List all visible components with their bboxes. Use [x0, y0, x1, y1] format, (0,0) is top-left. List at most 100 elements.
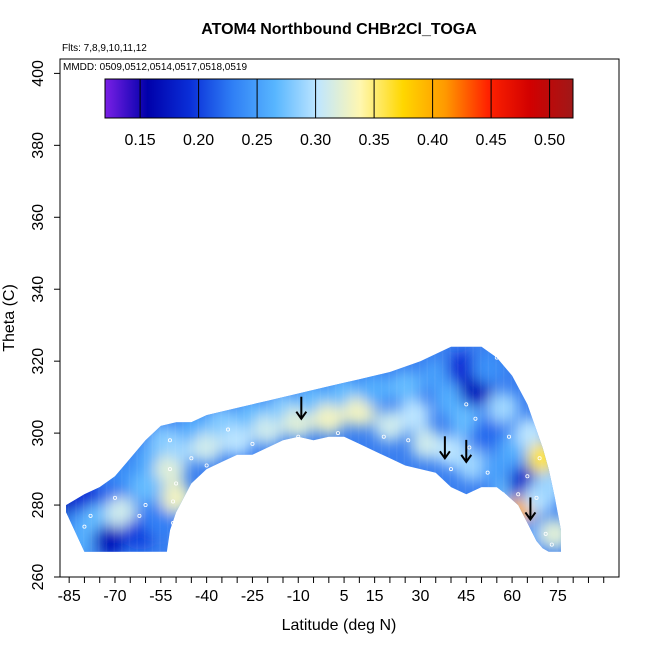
flights-label: Flts: 7,8,9,10,11,12 [62, 43, 147, 54]
colorbar-gradient [104, 78, 574, 119]
heatmap-stripe [541, 346, 543, 552]
heatmap-stripe [342, 346, 345, 552]
x-tick-label: 75 [549, 588, 567, 605]
heatmap-stripe [105, 346, 108, 552]
y-tick-label: 360 [30, 204, 47, 231]
colorbar-ticks: 0.15 0.20 0.25 0.30 0.35 0.40 0.45 0.50 [125, 79, 565, 149]
observation-point [543, 531, 548, 536]
heatmap-sample [398, 399, 431, 432]
heatmap-sample [190, 431, 223, 464]
heatmap-stripe [572, 59, 574, 577]
observation-points [82, 355, 554, 551]
heatmap-stripe [480, 346, 482, 552]
heatmap-stripe [205, 346, 207, 552]
observation-point [448, 467, 453, 472]
annotation-arrows [295, 396, 537, 522]
observation-point [494, 355, 499, 360]
heatmap-stripe [434, 346, 436, 552]
x-tick-label: 5 [340, 588, 349, 605]
observation-point [204, 463, 209, 468]
colorbar-tick-label: 0.25 [242, 132, 273, 149]
observation-point [137, 513, 142, 518]
heatmap-stripe [449, 346, 451, 552]
heatmap-sample [105, 496, 138, 529]
colorbar-tick-label: 0.45 [476, 132, 507, 149]
observation-point [171, 521, 176, 526]
heatmap-stripe [610, 59, 612, 577]
heatmap-sample [456, 449, 489, 482]
heatmap-stripe [334, 346, 337, 552]
heatmap-sample [471, 417, 504, 450]
observation-point [167, 467, 172, 472]
heatmap-stripe [197, 346, 199, 552]
x-axis-label: Latitude (deg N) [282, 617, 397, 634]
observation-point [88, 513, 93, 518]
observation-point [226, 427, 231, 432]
observation-point [549, 542, 554, 547]
colorbar-tick-label: 0.30 [300, 132, 331, 149]
dates-label: MMDD: 0509,0512,0514,0517,0518,0519 [63, 62, 247, 73]
x-axis: -85 -70 -55 -40 -25 -10 5 15 30 45 60 75 [58, 577, 605, 605]
heatmap-stripe [250, 346, 253, 552]
y-axis-label: Theta (C) [1, 284, 18, 352]
heatmap-stripe [151, 346, 154, 552]
x-tick-label: -10 [287, 588, 310, 605]
heatmap-sample [410, 427, 443, 460]
x-tick-label: 45 [457, 588, 475, 605]
observation-point [525, 474, 530, 479]
heatmap-sample [373, 409, 406, 442]
heatmap-sample [129, 471, 162, 504]
heatmap-stripe [525, 346, 528, 552]
heatmap-sample [141, 503, 174, 536]
heatmap-sample [480, 453, 513, 486]
colorbar-tick-label: 0.15 [125, 132, 156, 149]
heatmap-sample [419, 359, 452, 392]
heatmap-stripe [472, 346, 474, 552]
observation-point [143, 503, 148, 508]
heatmap-stripe [595, 59, 597, 577]
down-arrow-icon [524, 497, 537, 522]
heatmap-stripe [90, 346, 93, 552]
heatmap-sample [312, 402, 345, 435]
y-tick-label: 300 [30, 420, 47, 447]
heatmap-sample [389, 370, 422, 403]
observation-point [82, 524, 87, 529]
observation-point [513, 513, 518, 518]
heatmap-stripe [212, 346, 215, 552]
observation-point [500, 492, 505, 497]
heatmap-stripe [289, 346, 291, 552]
observation-point [510, 506, 515, 511]
heatmap-sample [538, 517, 561, 550]
heatmap-sample [221, 424, 254, 457]
heatmap-stripe [602, 59, 604, 577]
y-tick-label: 260 [30, 564, 47, 591]
observation-point [250, 441, 255, 446]
heatmap-stripe [487, 346, 490, 552]
heatmap-stripe [441, 346, 444, 552]
y-tick-label: 380 [30, 132, 47, 159]
observation-point [174, 481, 179, 486]
observation-point [296, 434, 301, 439]
observation-point [473, 416, 478, 421]
heatmap-stripe [144, 346, 146, 552]
y-tick-label: 280 [30, 492, 47, 519]
down-arrow-icon [295, 396, 308, 421]
heatmap-stripe [587, 59, 589, 577]
heatmap-stripe [166, 346, 169, 552]
heatmap-stripe [350, 346, 352, 552]
heatmap-stripe [396, 346, 398, 552]
heatmap-stripe [67, 346, 70, 552]
heatmap-sample [92, 525, 125, 552]
heatmap-stripe [75, 346, 77, 552]
heatmap-stripe [579, 59, 581, 577]
heatmap-stripe [258, 346, 261, 552]
observation-point [171, 499, 176, 504]
heatmap-stripe [189, 346, 192, 552]
observation-point [467, 445, 472, 450]
heatmap-stripe [281, 346, 283, 552]
x-tick-label: -55 [149, 588, 172, 605]
colorbar: 0.15 0.20 0.25 0.30 0.35 0.40 0.45 0.50 [104, 78, 574, 149]
heatmap-stripe [426, 346, 429, 552]
colorbar-tick-label: 0.50 [534, 132, 565, 149]
